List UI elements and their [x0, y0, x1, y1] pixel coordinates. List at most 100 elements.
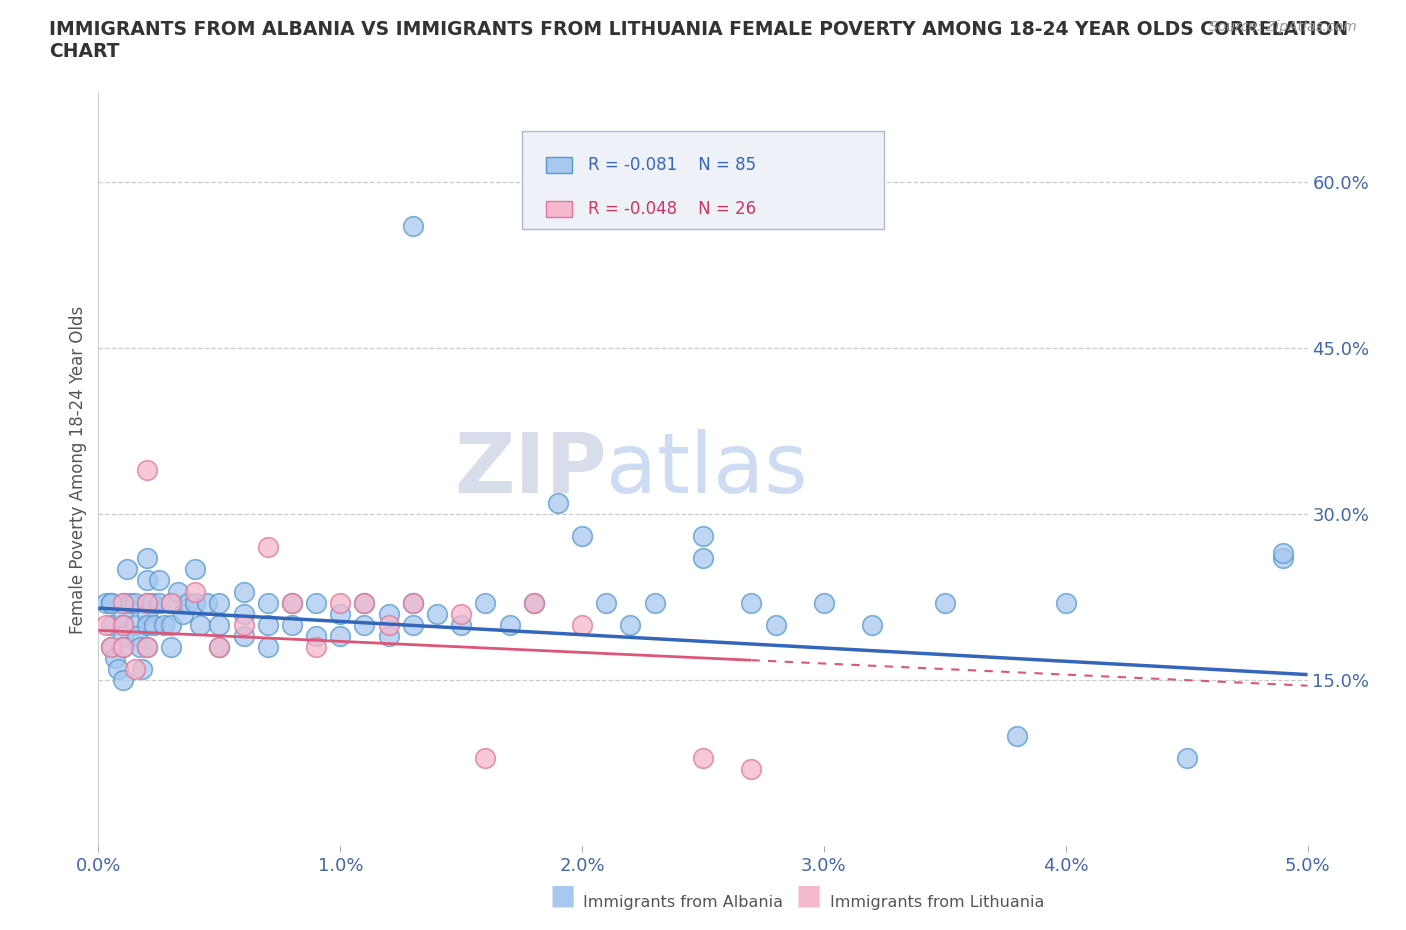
- Point: [740, 595, 762, 610]
- Point: [208, 640, 231, 655]
- Point: [281, 618, 304, 632]
- Point: [160, 640, 183, 655]
- Point: [184, 584, 207, 599]
- Point: [281, 595, 304, 610]
- Point: [765, 618, 787, 632]
- Point: [118, 595, 141, 610]
- Point: [184, 595, 207, 610]
- Point: [256, 595, 278, 610]
- Point: [692, 528, 714, 543]
- Point: [135, 606, 157, 621]
- Point: [100, 618, 122, 632]
- Point: [131, 661, 153, 676]
- Point: [426, 606, 449, 621]
- Text: ZIP: ZIP: [454, 429, 606, 511]
- Point: [402, 595, 425, 610]
- Point: [377, 606, 399, 621]
- Point: [644, 595, 666, 610]
- Point: [208, 595, 231, 610]
- Point: [547, 496, 569, 511]
- Point: [934, 595, 956, 610]
- Point: [305, 629, 328, 644]
- Point: [305, 640, 328, 655]
- Point: [353, 618, 375, 632]
- Point: [208, 640, 231, 655]
- Point: [402, 595, 425, 610]
- Point: [353, 595, 375, 610]
- Point: [143, 618, 166, 632]
- Point: [1175, 751, 1198, 765]
- Point: [232, 584, 254, 599]
- Point: [100, 595, 122, 610]
- Text: ■: ■: [550, 882, 575, 910]
- Point: [160, 595, 183, 610]
- Point: [135, 640, 157, 655]
- Point: [177, 595, 200, 610]
- Point: [329, 606, 352, 621]
- Point: [450, 618, 472, 632]
- Point: [124, 618, 146, 632]
- Point: [141, 595, 163, 610]
- Point: [740, 762, 762, 777]
- Point: [1007, 728, 1029, 743]
- Point: [329, 595, 352, 610]
- FancyBboxPatch shape: [546, 156, 572, 173]
- Point: [1054, 595, 1077, 610]
- Point: [135, 462, 157, 477]
- Point: [256, 618, 278, 632]
- Point: [571, 618, 593, 632]
- Point: [692, 551, 714, 565]
- Point: [128, 640, 150, 655]
- Point: [232, 618, 254, 632]
- Point: [160, 595, 183, 610]
- Point: [135, 595, 157, 610]
- Point: [135, 618, 157, 632]
- Text: atlas: atlas: [606, 429, 808, 511]
- Point: [111, 595, 134, 610]
- Point: [402, 219, 425, 233]
- Point: [94, 618, 117, 632]
- Point: [111, 640, 134, 655]
- Text: IMMIGRANTS FROM ALBANIA VS IMMIGRANTS FROM LITHUANIA FEMALE POVERTY AMONG 18-24 : IMMIGRANTS FROM ALBANIA VS IMMIGRANTS FR…: [49, 20, 1348, 39]
- Point: [450, 606, 472, 621]
- Point: [104, 651, 127, 666]
- Text: CHART: CHART: [49, 42, 120, 60]
- Point: [152, 618, 174, 632]
- Text: R = -0.081    N = 85: R = -0.081 N = 85: [588, 156, 756, 174]
- Point: [523, 595, 546, 610]
- Point: [208, 618, 231, 632]
- Text: Source: ZipAtlas.com: Source: ZipAtlas.com: [1209, 20, 1357, 34]
- Point: [111, 606, 134, 621]
- Point: [111, 640, 134, 655]
- Point: [184, 562, 207, 577]
- Point: [94, 595, 117, 610]
- Point: [135, 573, 157, 588]
- Point: [232, 606, 254, 621]
- Text: Immigrants from Lithuania: Immigrants from Lithuania: [830, 895, 1043, 910]
- Point: [111, 595, 134, 610]
- Point: [813, 595, 835, 610]
- FancyBboxPatch shape: [522, 131, 884, 229]
- Point: [172, 606, 194, 621]
- Point: [127, 629, 149, 644]
- Point: [135, 640, 157, 655]
- Point: [329, 629, 352, 644]
- Point: [402, 618, 425, 632]
- Point: [860, 618, 883, 632]
- Point: [232, 629, 254, 644]
- Point: [692, 751, 714, 765]
- Point: [117, 562, 139, 577]
- Point: [195, 595, 218, 610]
- Point: [167, 584, 190, 599]
- Y-axis label: Female Poverty Among 18-24 Year Olds: Female Poverty Among 18-24 Year Olds: [69, 306, 87, 633]
- Point: [474, 751, 496, 765]
- Point: [124, 661, 146, 676]
- Point: [148, 595, 170, 610]
- Point: [1272, 545, 1295, 560]
- Point: [111, 672, 134, 687]
- Point: [111, 618, 134, 632]
- Point: [353, 595, 375, 610]
- Point: [498, 618, 520, 632]
- Point: [256, 539, 278, 554]
- Point: [595, 595, 617, 610]
